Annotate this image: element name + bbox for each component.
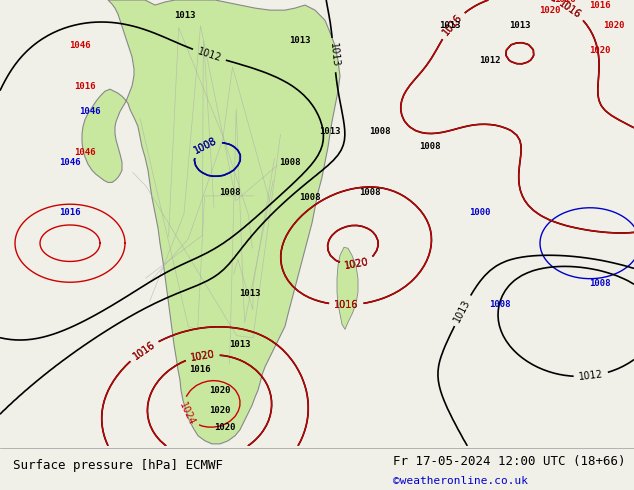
Text: 1008: 1008 — [192, 135, 218, 155]
Text: 1024: 1024 — [177, 400, 196, 427]
Polygon shape — [337, 247, 358, 329]
Text: 1020: 1020 — [603, 21, 624, 30]
Text: 1020: 1020 — [344, 257, 370, 271]
Text: 1013: 1013 — [439, 21, 461, 30]
Text: 1046: 1046 — [59, 158, 81, 167]
Text: 1013: 1013 — [509, 21, 531, 30]
Text: 1020: 1020 — [190, 349, 216, 363]
Text: 1013: 1013 — [239, 290, 261, 298]
Text: 1016: 1016 — [74, 82, 96, 91]
Text: 1016: 1016 — [441, 12, 464, 38]
Text: 1008: 1008 — [192, 135, 218, 155]
Text: Fr 17-05-2024 12:00 UTC (18+66): Fr 17-05-2024 12:00 UTC (18+66) — [393, 455, 626, 468]
Text: 1020: 1020 — [344, 257, 370, 271]
Text: 1013: 1013 — [174, 11, 196, 20]
Text: 1020: 1020 — [190, 349, 216, 363]
Text: 1016: 1016 — [334, 300, 359, 310]
Text: 1013: 1013 — [328, 43, 340, 68]
Text: 1013: 1013 — [289, 36, 311, 45]
Text: 1046: 1046 — [74, 147, 96, 156]
Text: 1020: 1020 — [214, 423, 236, 432]
Text: 1008: 1008 — [419, 143, 441, 151]
Text: 1013: 1013 — [230, 340, 251, 349]
Text: 1016: 1016 — [557, 0, 583, 20]
Text: 1008: 1008 — [299, 193, 321, 202]
Text: 1046: 1046 — [79, 107, 101, 116]
Text: 1016: 1016 — [589, 0, 611, 10]
Polygon shape — [82, 0, 340, 444]
Text: 1000: 1000 — [469, 208, 491, 218]
Text: 1020: 1020 — [589, 46, 611, 55]
Text: 1008: 1008 — [279, 158, 301, 167]
Text: 1016: 1016 — [554, 0, 576, 4]
Text: 1046: 1046 — [69, 41, 91, 50]
Text: 1020: 1020 — [209, 406, 231, 415]
Text: 1008: 1008 — [219, 188, 241, 197]
Text: 1016: 1016 — [59, 208, 81, 218]
Text: 1012: 1012 — [196, 47, 223, 64]
Text: 1016: 1016 — [334, 300, 359, 310]
Text: 1016: 1016 — [131, 340, 157, 362]
Text: 1020: 1020 — [209, 386, 231, 394]
Text: 1008: 1008 — [369, 127, 391, 136]
Text: 1008: 1008 — [359, 188, 381, 197]
Text: ©weatheronline.co.uk: ©weatheronline.co.uk — [393, 476, 528, 486]
Text: 1016: 1016 — [190, 366, 210, 374]
Text: 1016: 1016 — [557, 0, 583, 20]
Text: 1012: 1012 — [578, 369, 604, 382]
Text: 1013: 1013 — [452, 297, 472, 324]
Text: 1012: 1012 — [479, 56, 501, 65]
Text: 1016: 1016 — [441, 12, 464, 38]
Text: 1008: 1008 — [489, 299, 511, 309]
Text: 1020: 1020 — [540, 5, 560, 15]
Text: 1013: 1013 — [320, 127, 340, 136]
Text: Surface pressure [hPa] ECMWF: Surface pressure [hPa] ECMWF — [13, 459, 223, 472]
Text: 1008: 1008 — [589, 279, 611, 288]
Text: 1016: 1016 — [131, 340, 157, 362]
